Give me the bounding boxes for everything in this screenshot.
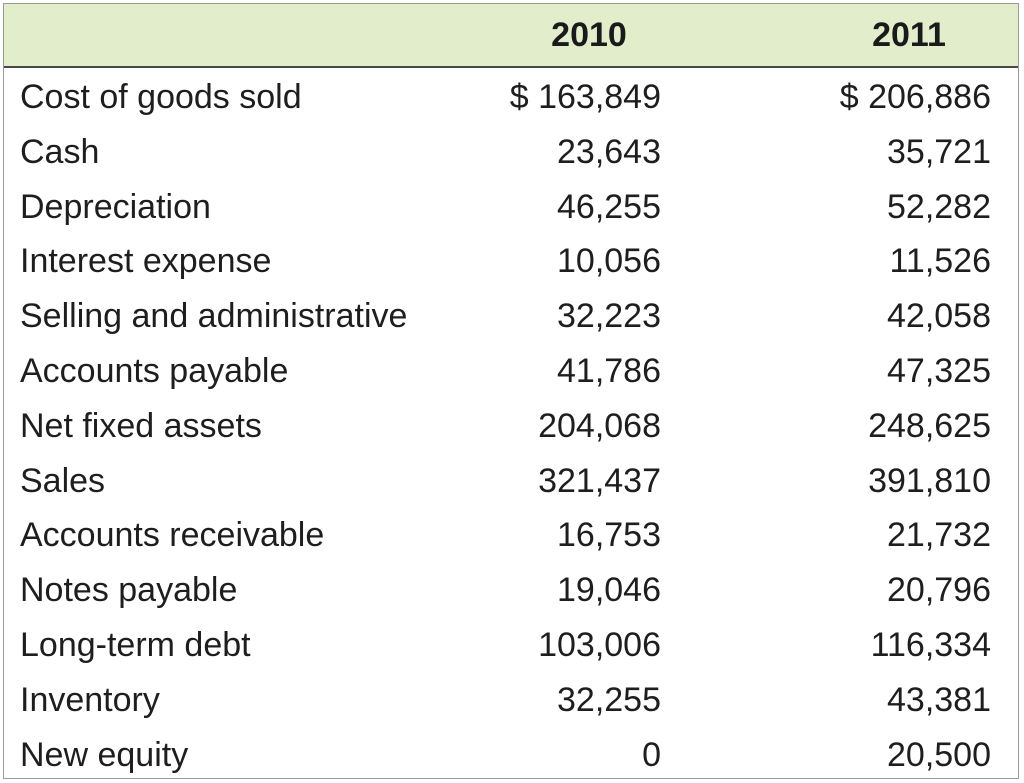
value-2010: 0 (642, 735, 661, 774)
value-2010: 204,068 (538, 406, 661, 445)
row-label: Net fixed assets (20, 406, 262, 445)
value-2011: 116,334 (870, 625, 991, 664)
table-body: Cost of goods sold $ 163,849 $ 206,886 Cash… (4, 70, 1018, 782)
value-2010: 46,255 (557, 187, 661, 226)
value-2011: 35,721 (887, 132, 991, 171)
row-label: Long-term debt (20, 625, 251, 664)
table-row: Depreciation 46,255 52,282 (4, 180, 1018, 235)
value-2011: 52,282 (887, 187, 991, 226)
value-2011: $ 206,886 (839, 78, 991, 116)
value-2010: 32,255 (557, 680, 661, 719)
row-label: Notes payable (20, 571, 238, 610)
row-label: Accounts receivable (20, 516, 325, 555)
value-2010: 41,786 (557, 351, 661, 390)
value-2011: 248,625 (868, 406, 991, 445)
row-label: Sales (20, 461, 106, 500)
row-label: Interest expense (20, 242, 272, 281)
row-label: Selling and administrative (20, 297, 408, 336)
row-label: New equity (20, 735, 189, 774)
table-row: Interest expense 10,056 11,526 (4, 234, 1018, 289)
value-2010: $ 163,849 (509, 78, 661, 116)
value-2011: 21,732 (887, 516, 991, 555)
value-2010: 103,006 (538, 625, 661, 664)
financial-data-table: 2010 2011 Cost of goods sold $ 163,849 $ 2… (3, 3, 1019, 779)
table-row: Sales 321,437 391,810 (4, 454, 1018, 509)
row-label: Accounts payable (20, 351, 289, 390)
row-label: Cost of goods sold (20, 78, 302, 116)
column-header-2010: 2010 (551, 16, 627, 54)
value-2011: 20,796 (887, 571, 991, 610)
table-row: Accounts receivable 16,753 21,732 (4, 508, 1018, 563)
row-label: Inventory (20, 680, 160, 719)
row-label: Depreciation (20, 187, 211, 226)
table-header-row: 2010 2011 (4, 4, 1018, 68)
table-row: Cash 23,643 35,721 (4, 125, 1018, 180)
value-2010: 19,046 (557, 571, 661, 610)
value-2011: 43,381 (887, 680, 991, 719)
value-2010: 23,643 (557, 132, 661, 171)
value-2011: 391,810 (868, 461, 991, 500)
value-2011: 42,058 (887, 297, 991, 336)
value-2010: 321,437 (538, 461, 661, 500)
table-row: Net fixed assets 204,068 248,625 (4, 399, 1018, 454)
table-row: Accounts payable 41,786 47,325 (4, 344, 1018, 399)
table-row: Long-term debt 103,006 116,334 (4, 618, 1018, 673)
value-2010: 32,223 (557, 297, 661, 336)
table-row: Notes payable 19,046 20,796 (4, 563, 1018, 618)
value-2011: 20,500 (887, 735, 991, 774)
row-label: Cash (20, 132, 100, 171)
table-row: Cost of goods sold $ 163,849 $ 206,886 (4, 70, 1018, 125)
value-2010: 16,753 (557, 516, 661, 555)
column-header-2011: 2011 (872, 16, 946, 54)
value-2011: 11,526 (889, 242, 991, 281)
value-2010: 10,056 (557, 242, 661, 281)
table-row: Selling and administrative 32,223 42,058 (4, 289, 1018, 344)
table-row: Inventory 32,255 43,381 (4, 673, 1018, 728)
table-row: New equity 0 20,500 (4, 728, 1018, 783)
value-2011: 47,325 (887, 351, 991, 390)
